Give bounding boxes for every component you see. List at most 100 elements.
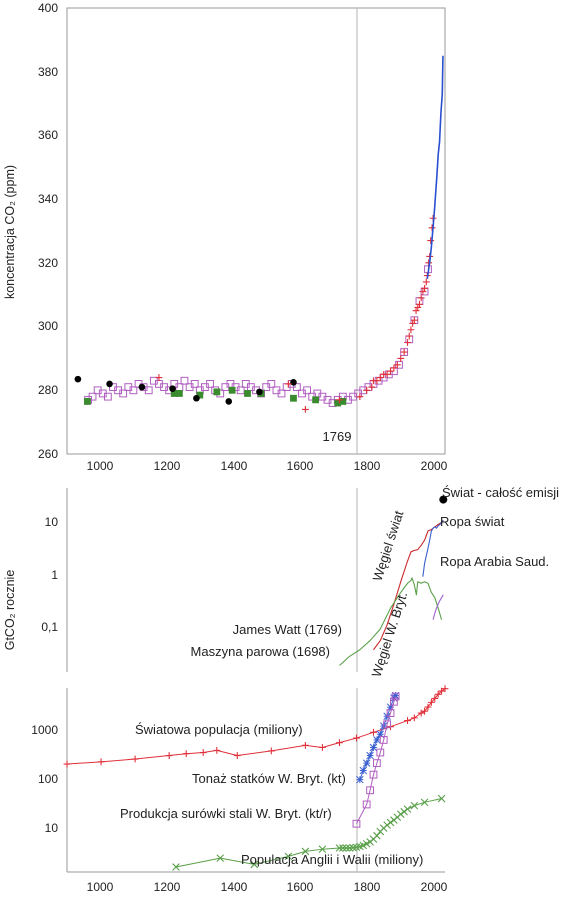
- population-point-2-7: [383, 720, 392, 729]
- co2-ytick-280: 280: [38, 383, 58, 397]
- population-point-3-21: [386, 818, 395, 827]
- co2-point-0-41: [292, 383, 301, 392]
- co2-point-3-21: [410, 316, 418, 324]
- co2-point-1-3: [196, 391, 204, 399]
- co2-point-0-19: [180, 376, 189, 385]
- population-point-3-3: [284, 852, 293, 861]
- co2-point-3-12: [387, 367, 394, 375]
- population-point-0-18: [421, 707, 428, 715]
- population-xtick-1200: 1200: [154, 880, 181, 894]
- population-point-0-20: [427, 698, 435, 706]
- population-point-3-8: [342, 844, 351, 852]
- co2-point-0-4: [103, 392, 112, 401]
- co2-point-3-22: [412, 307, 420, 315]
- population-data-marks: [63, 685, 449, 871]
- co2-point-3-17: [404, 339, 411, 346]
- population-point-0-11: [336, 739, 343, 747]
- label-james-watt: James Watt (1769): [233, 622, 342, 637]
- label-uk-steel: Produkcja surówki stali W. Bryt. (kt/r): [120, 806, 332, 821]
- co2-point-3-23: [414, 304, 422, 311]
- co2-data-marks: [74, 55, 444, 413]
- population-point-0-12: [353, 734, 360, 742]
- population-point-2-9: [390, 697, 398, 706]
- label-oil-world: Ropa świat: [440, 514, 505, 529]
- label-oil-saudi: Ropa Arabia Saud.: [440, 554, 549, 569]
- co2-ytick-380: 380: [38, 65, 58, 79]
- population-point-0-5: [199, 749, 207, 756]
- co2-point-3-1: [284, 380, 292, 388]
- co2-point-1-4: [213, 388, 221, 396]
- population-point-3-26: [403, 805, 412, 813]
- population-xtick-1000: 1000: [87, 880, 114, 894]
- population-point-1-0: [356, 775, 364, 784]
- co2-point-1-10: [334, 399, 342, 407]
- co2-point-3-13: [390, 364, 398, 372]
- population-point-0-23: [438, 687, 445, 695]
- co2-point-3-6: [368, 383, 376, 391]
- population-point-0-16: [410, 714, 418, 722]
- population-point-0-9: [301, 741, 309, 749]
- co2-point-1-6: [244, 390, 251, 397]
- co2-point-1-2: [175, 390, 183, 397]
- co2-vline-label: 1769: [323, 429, 352, 444]
- co2-point-1-8: [290, 394, 297, 402]
- co2-point-2-5: [225, 398, 233, 405]
- co2-point-2-3: [169, 385, 176, 392]
- co2-plot-frame: [66, 7, 446, 455]
- label-uk-tonnage: Tonaż statków W. Bryt. (kt): [192, 771, 346, 786]
- co2-ytick-360: 360: [38, 128, 58, 142]
- population-point-1-2: [362, 759, 371, 767]
- co2-point-1-0: [84, 398, 91, 405]
- co2-point-3-32: [427, 237, 435, 244]
- population-point-0-7: [233, 752, 241, 759]
- co2-point-3-25: [417, 294, 425, 302]
- label-england-wales-population: Populacja Anglii i Walii (miliony): [241, 852, 423, 867]
- population-panel: 10 100 1000 1000 1200 1400 1600 1800 200…: [31, 685, 449, 894]
- population-point-0-2: [131, 755, 139, 763]
- co2-point-3-28: [422, 278, 430, 286]
- co2-point-3-26: [419, 288, 427, 295]
- population-point-3-28: [420, 798, 429, 807]
- co2-point-2-1: [106, 380, 113, 388]
- population-xtick-1400: 1400: [221, 880, 248, 894]
- co2-point-3-14: [393, 361, 401, 369]
- population-point-3-25: [400, 807, 408, 816]
- label-coal-world: Węgiel świat: [370, 509, 407, 583]
- population-point-3-29: [437, 794, 446, 803]
- co2-xtick-1400: 1400: [221, 459, 248, 473]
- population-point-3-6: [335, 844, 344, 852]
- co2-point-1-5: [228, 386, 236, 394]
- population-point-0-8: [267, 747, 275, 755]
- co2-point-0-12: [144, 386, 153, 395]
- population-ytick-100: 100: [38, 772, 58, 786]
- co2-ytick-300: 300: [38, 319, 58, 333]
- population-point-3-2: [250, 860, 259, 869]
- population-point-2-3: [369, 770, 378, 779]
- population-point-3-1: [216, 854, 225, 862]
- co2-point-3-0: [155, 374, 163, 381]
- population-point-3-24: [396, 810, 405, 818]
- population-ytick-10: 10: [45, 821, 59, 835]
- co2-ylabel: koncentracja CO₂ (ppm): [3, 165, 17, 299]
- co2-point-3-18: [405, 332, 413, 340]
- co2-point-3-3: [336, 396, 343, 404]
- co2-point-1-1: [170, 390, 178, 397]
- population-point-2-1: [362, 800, 371, 809]
- co2-panel: 260 280 300 320 340 360 380 400 1000 120…: [3, 1, 448, 473]
- co2-xtick-1800: 1800: [354, 459, 381, 473]
- co2-point-0-38: [277, 389, 286, 398]
- co2-point-3-20: [409, 319, 417, 327]
- co2-point-3-2: [301, 406, 309, 413]
- emissions-point-4: [439, 495, 448, 504]
- co2-point-0-30: [236, 386, 245, 395]
- emissions-panel: 0,1 1 10 GtCO₂ rocznie Węgiel świat Węgi…: [3, 485, 559, 679]
- population-point-1-6: [376, 730, 385, 739]
- co2-point-2-2: [138, 383, 146, 391]
- co2-point-3-19: [407, 326, 415, 334]
- co2-point-3-5: [363, 386, 371, 394]
- label-steam-engine: Maszyna parowa (1698): [191, 644, 330, 659]
- population-point-0-24: [441, 685, 449, 693]
- co2-point-3-24: [416, 300, 423, 308]
- population-point-0-19: [424, 703, 432, 711]
- population-point-2-6: [379, 736, 388, 744]
